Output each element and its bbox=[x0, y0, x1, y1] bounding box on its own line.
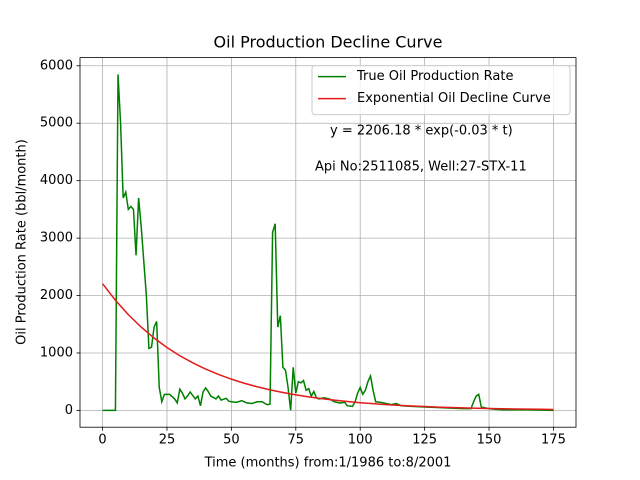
x-tick-label: 175 bbox=[541, 433, 566, 448]
y-tick-label: 4000 bbox=[40, 173, 73, 188]
x-tick-label: 75 bbox=[288, 433, 305, 448]
y-tick-label: 3000 bbox=[40, 231, 73, 246]
y-tick-label: 6000 bbox=[40, 58, 73, 73]
legend-label: Exponential Oil Decline Curve bbox=[357, 91, 551, 106]
y-tick-label: 1000 bbox=[40, 345, 73, 360]
y-tick-label: 5000 bbox=[40, 116, 73, 131]
y-axis-label: Oil Production Rate (bbl/month) bbox=[15, 139, 30, 345]
x-tick-label: 150 bbox=[477, 433, 502, 448]
x-tick-label: 100 bbox=[348, 433, 373, 448]
y-tick-label: 2000 bbox=[40, 288, 73, 303]
legend-box bbox=[311, 65, 571, 116]
chart-title: Oil Production Decline Curve bbox=[214, 33, 443, 52]
x-tick-label: 50 bbox=[223, 433, 240, 448]
x-axis-label: Time (months) from:1/1986 to:8/2001 bbox=[204, 456, 452, 471]
x-tick-label: 25 bbox=[159, 433, 176, 448]
annotation: Api No:2511085, Well:27-STX-11 bbox=[315, 160, 527, 175]
legend-label: True Oil Production Rate bbox=[356, 69, 513, 84]
y-tick-label: 0 bbox=[65, 403, 73, 418]
annotation: y = 2206.18 * exp(-0.03 * t) bbox=[330, 124, 513, 139]
x-tick-label: 125 bbox=[412, 433, 437, 448]
x-tick-label: 0 bbox=[98, 433, 106, 448]
data-line bbox=[101, 283, 554, 411]
plot-frame bbox=[79, 57, 577, 428]
